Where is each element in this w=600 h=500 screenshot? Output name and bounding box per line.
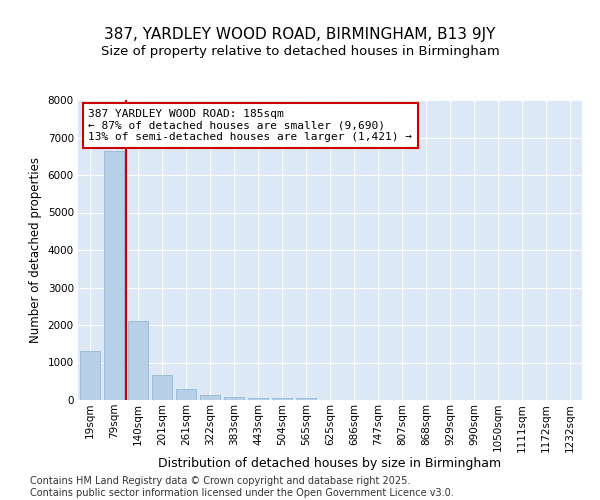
Bar bbox=[200, 395, 220, 400]
Bar bbox=[152, 374, 172, 400]
Text: Size of property relative to detached houses in Birmingham: Size of property relative to detached ho… bbox=[101, 45, 499, 58]
Bar bbox=[176, 389, 196, 400]
Bar bbox=[104, 150, 124, 400]
Bar bbox=[128, 322, 148, 400]
Text: 387 YARDLEY WOOD ROAD: 185sqm
← 87% of detached houses are smaller (9,690)
13% o: 387 YARDLEY WOOD ROAD: 185sqm ← 87% of d… bbox=[88, 109, 412, 142]
Text: 387, YARDLEY WOOD ROAD, BIRMINGHAM, B13 9JY: 387, YARDLEY WOOD ROAD, BIRMINGHAM, B13 … bbox=[104, 28, 496, 42]
Bar bbox=[248, 398, 268, 400]
Bar bbox=[296, 398, 316, 400]
Bar bbox=[224, 398, 244, 400]
Bar bbox=[272, 398, 292, 400]
X-axis label: Distribution of detached houses by size in Birmingham: Distribution of detached houses by size … bbox=[158, 457, 502, 470]
Bar bbox=[80, 351, 100, 400]
Y-axis label: Number of detached properties: Number of detached properties bbox=[29, 157, 42, 343]
Text: Contains HM Land Registry data © Crown copyright and database right 2025.
Contai: Contains HM Land Registry data © Crown c… bbox=[30, 476, 454, 498]
